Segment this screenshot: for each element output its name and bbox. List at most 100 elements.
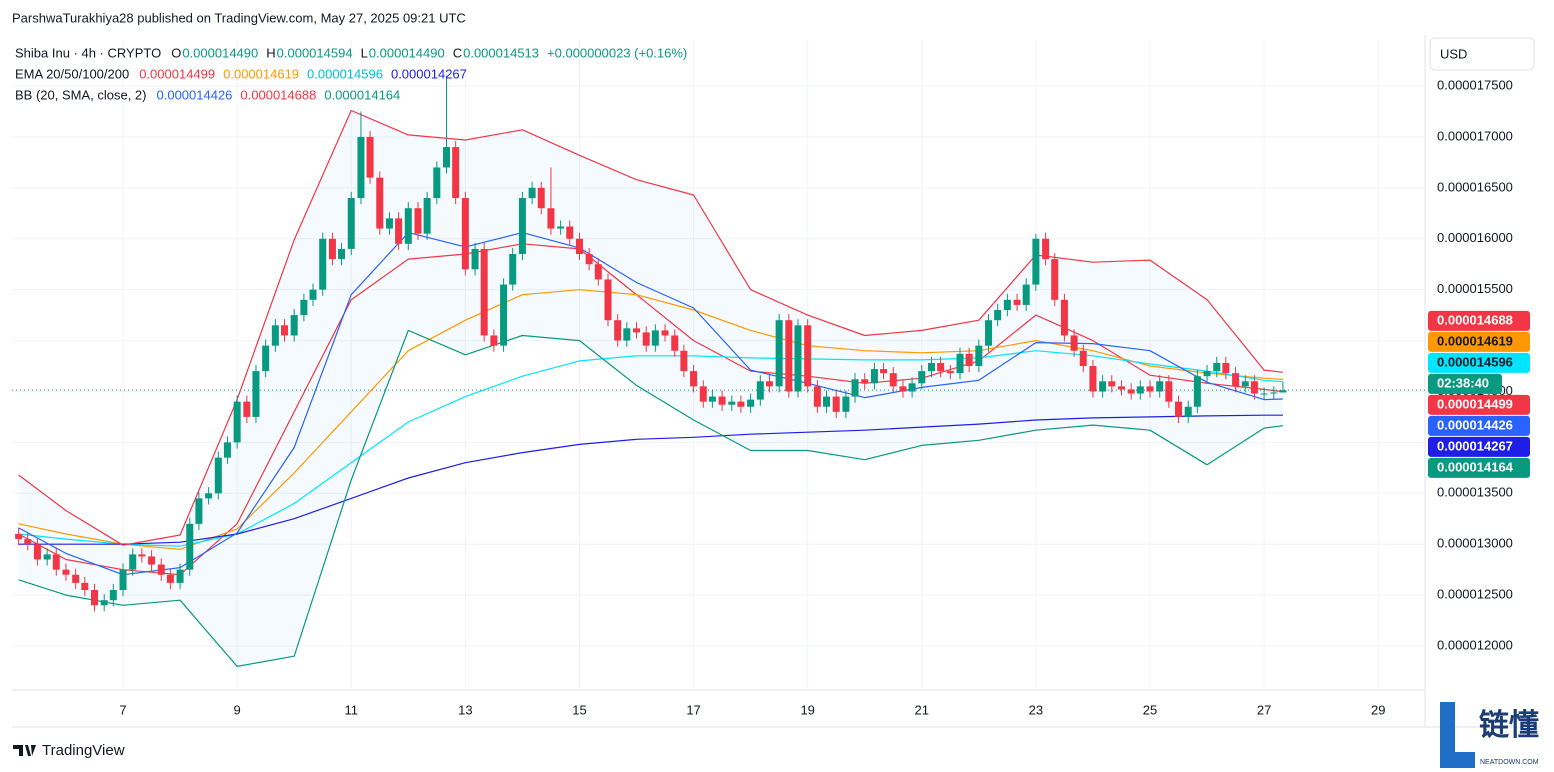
candle-body — [927, 362, 935, 372]
candle-body — [385, 218, 393, 229]
candle-body — [794, 325, 802, 392]
y-tick-label: 0.000016500 — [1437, 179, 1513, 194]
x-tick-label: 13 — [458, 702, 472, 717]
candle-body — [1136, 386, 1144, 394]
candle-body — [671, 335, 679, 351]
price-tags: 0.000014688 0.000014619 0.000014596 02:38:4… — [1428, 310, 1530, 478]
x-tick-label: 7 — [119, 702, 126, 717]
candle-body — [148, 556, 156, 565]
ohlc-value: 0.000014594 — [277, 45, 353, 60]
candle-body — [718, 396, 726, 405]
candle-body — [861, 379, 869, 384]
candle-body — [1241, 381, 1249, 387]
candle-body — [205, 493, 213, 499]
candle-body — [1127, 389, 1135, 394]
candle-body — [765, 381, 773, 387]
candle-body — [214, 457, 222, 494]
candle-body — [1260, 393, 1268, 395]
candle-body — [537, 187, 545, 209]
candle-body — [1070, 335, 1078, 351]
indicator-line — [18, 289, 1283, 550]
candle-body — [1079, 350, 1087, 367]
indicator-title: EMA 20/50/100/200 — [15, 66, 129, 81]
candle-body — [851, 379, 859, 397]
candle-body — [376, 177, 384, 229]
brand-logo: TradingView — [13, 742, 125, 759]
candle-body — [528, 187, 536, 199]
candle-body — [946, 371, 954, 374]
candle-body — [1184, 406, 1192, 417]
y-tick-label: 0.000012000 — [1437, 637, 1513, 652]
x-tick-label: 27 — [1257, 702, 1271, 717]
candle-body — [338, 248, 346, 260]
candle-body — [651, 330, 659, 346]
candle-body — [72, 574, 80, 583]
price-tag — [1428, 331, 1530, 352]
plot-area — [12, 75, 1425, 667]
ohlc-key: C — [453, 45, 462, 60]
candle-body — [443, 147, 451, 168]
candle-body — [109, 590, 117, 601]
candle-body — [937, 362, 945, 372]
byline: ParshwaTurakhiya28 published on TradingV… — [12, 10, 466, 25]
candle-body — [290, 315, 298, 336]
price-tag-label: 0.000014688 — [1437, 312, 1513, 327]
candle-body — [138, 554, 146, 557]
candle-body — [423, 198, 431, 234]
candle-body — [1232, 373, 1240, 387]
candle-body — [614, 320, 622, 341]
candle-body — [1108, 381, 1116, 387]
candle-body — [1117, 386, 1125, 390]
candle-body — [157, 564, 165, 575]
candle-body — [623, 328, 631, 341]
watermark-logo — [1440, 702, 1475, 768]
candle-body — [81, 582, 89, 591]
candle-body — [899, 386, 907, 392]
price-tag — [1428, 394, 1530, 415]
candle-body — [832, 396, 840, 412]
candle-body — [461, 198, 469, 270]
y-tick-label: 0.000013500 — [1437, 485, 1513, 500]
candle-body — [661, 330, 669, 336]
indicator-value: 0.000014164 — [324, 87, 400, 102]
ohlc-key: H — [266, 45, 275, 60]
candle-body — [176, 569, 184, 583]
currency-box[interactable] — [1429, 37, 1535, 71]
price-tag-label: 0.000014267 — [1437, 438, 1513, 453]
x-tick-label: 21 — [915, 702, 929, 717]
price-tag-label: 0.000014499 — [1437, 396, 1513, 411]
x-tick-label: 17 — [686, 702, 700, 717]
candle-body — [43, 554, 51, 560]
candle-body — [1222, 362, 1230, 374]
y-tick-label: 0.000017500 — [1437, 77, 1513, 92]
price-tag-label: 0.000014619 — [1437, 333, 1513, 348]
candle-body — [557, 226, 565, 229]
grid: 0.000012000 0.000012500 0.000013000 0.00001… — [12, 40, 1513, 717]
candle-body — [908, 383, 916, 392]
candle-body — [1165, 381, 1173, 402]
x-tick-label: 29 — [1371, 702, 1385, 717]
candle-body — [328, 238, 336, 260]
candle-body — [119, 569, 127, 591]
candle-body — [223, 442, 231, 458]
candle-body — [252, 371, 260, 417]
candle-body — [1213, 362, 1221, 372]
candle-body — [1250, 381, 1258, 394]
x-tick-label: 11 — [344, 702, 358, 717]
candle-body — [547, 208, 555, 229]
candle-body — [319, 238, 327, 290]
currency[interactable]: USD — [1440, 46, 1467, 61]
candle-body — [585, 254, 593, 265]
candle-body — [1089, 366, 1097, 392]
brand-mark — [13, 745, 36, 756]
candle-body — [471, 248, 479, 270]
candle-body — [965, 353, 973, 367]
indicator-value: 0.000014267 — [391, 66, 467, 81]
candle-body — [243, 401, 251, 417]
candle-body — [509, 254, 517, 285]
candle-body — [1175, 401, 1183, 417]
candle-body — [680, 350, 688, 372]
candle-body — [975, 345, 983, 367]
candle-body — [480, 248, 488, 336]
